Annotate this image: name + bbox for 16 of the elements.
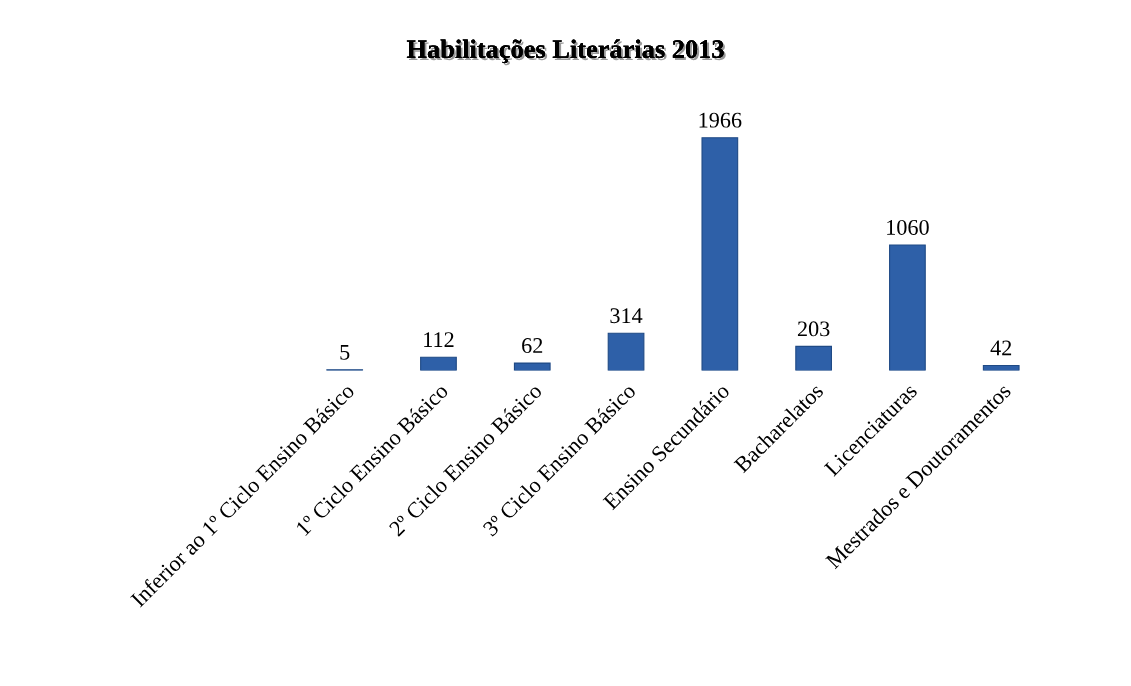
bar <box>889 244 926 371</box>
bar <box>513 362 551 371</box>
bar <box>982 364 1020 371</box>
data-label: 5 <box>340 345 350 360</box>
data-label: 1966 <box>699 112 742 128</box>
data-label: 62 <box>522 338 543 354</box>
data-label: 203 <box>797 321 830 337</box>
chart-title: Habilitações Literárias 2013 <box>406 39 726 66</box>
data-label: 112 <box>424 332 454 347</box>
bar <box>701 137 739 371</box>
data-label: 42 <box>990 340 1012 356</box>
bar <box>420 356 457 371</box>
data-label: 1060 <box>887 219 929 235</box>
bar <box>607 332 645 371</box>
data-label: 314 <box>610 308 643 324</box>
bar <box>795 345 833 371</box>
